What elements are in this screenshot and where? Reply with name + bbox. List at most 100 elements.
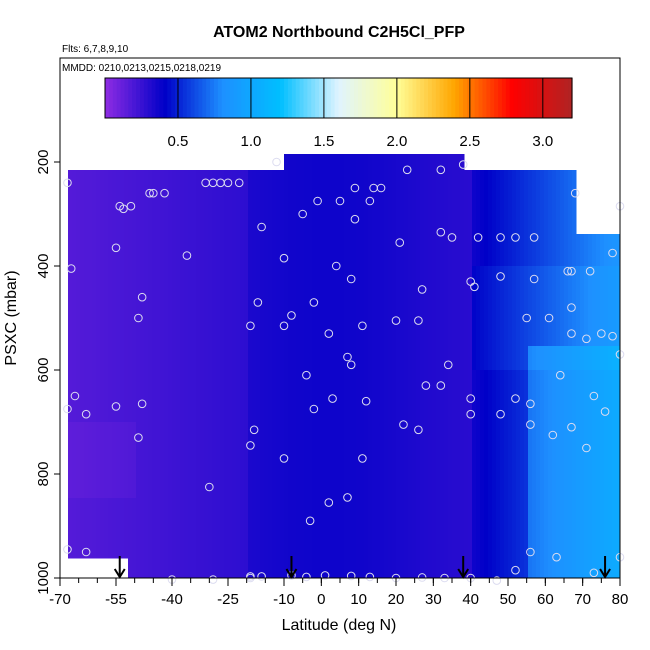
heat-cell bbox=[216, 490, 221, 495]
heat-cell bbox=[180, 370, 185, 375]
heat-cell bbox=[140, 222, 145, 227]
heat-cell bbox=[108, 194, 113, 199]
heat-cell bbox=[88, 366, 93, 371]
heat-cell bbox=[192, 170, 197, 175]
heat-cell bbox=[136, 542, 141, 547]
heat-cell bbox=[232, 354, 237, 359]
heat-cell bbox=[88, 406, 93, 411]
heat-cell bbox=[108, 326, 113, 331]
heat-cell bbox=[128, 518, 133, 523]
heat-cell bbox=[184, 254, 189, 259]
heat-cell bbox=[204, 258, 209, 263]
heat-cell bbox=[248, 514, 253, 519]
heat-cell bbox=[68, 234, 73, 239]
heat-cell bbox=[116, 334, 121, 339]
heat-cell bbox=[236, 234, 241, 239]
heat-cell bbox=[244, 518, 249, 523]
heat-cell bbox=[100, 270, 105, 275]
heat-cell bbox=[184, 514, 189, 519]
heat-cell bbox=[224, 510, 229, 515]
heat-cell bbox=[80, 286, 85, 291]
heat-cell bbox=[216, 366, 221, 371]
heat-cell bbox=[224, 262, 229, 267]
heat-cell bbox=[96, 438, 101, 443]
heat-cell bbox=[116, 414, 121, 419]
heat-cell bbox=[68, 530, 73, 535]
heat-cell bbox=[136, 234, 141, 239]
heat-cell bbox=[168, 354, 173, 359]
heat-cell bbox=[224, 242, 229, 247]
heat-cell bbox=[240, 522, 245, 527]
heat-cell bbox=[248, 506, 253, 511]
heat-cell bbox=[176, 170, 181, 175]
heat-cell bbox=[224, 254, 229, 259]
heat-cell bbox=[208, 378, 213, 383]
heat-cell bbox=[80, 246, 85, 251]
heat-cell bbox=[232, 446, 237, 451]
heat-cell bbox=[200, 442, 205, 447]
heat-cell bbox=[72, 318, 77, 323]
heat-cell bbox=[260, 482, 265, 487]
heat-cell bbox=[136, 242, 141, 247]
heat-cell bbox=[68, 414, 73, 419]
heat-cell bbox=[128, 538, 133, 543]
heat-cell bbox=[92, 286, 97, 291]
heat-cell bbox=[72, 542, 77, 547]
heat-cell bbox=[84, 470, 89, 475]
heat-cell bbox=[204, 206, 209, 211]
heat-cell bbox=[104, 222, 109, 227]
heat-cell bbox=[196, 274, 201, 279]
heat-cell bbox=[128, 298, 133, 303]
heat-cell bbox=[108, 366, 113, 371]
heat-cell bbox=[172, 418, 177, 423]
heat-cell bbox=[144, 202, 149, 207]
heat-cell bbox=[152, 306, 157, 311]
heat-cell bbox=[160, 198, 165, 203]
heat-cell bbox=[144, 410, 149, 415]
heat-cell bbox=[200, 450, 205, 455]
heat-cell bbox=[180, 466, 185, 471]
heat-cell bbox=[244, 190, 249, 195]
heat-cell bbox=[244, 406, 249, 411]
heat-cell bbox=[96, 274, 101, 279]
heat-cell bbox=[232, 406, 237, 411]
heat-cell bbox=[228, 306, 233, 311]
heat-cell bbox=[100, 266, 105, 271]
heat-cell bbox=[160, 418, 165, 423]
heat-cell bbox=[104, 294, 109, 299]
heat-cell bbox=[236, 502, 241, 507]
heat-cell bbox=[140, 414, 145, 419]
heat-cell bbox=[196, 310, 201, 315]
heat-cell bbox=[236, 218, 241, 223]
heat-cell bbox=[164, 230, 169, 235]
heat-cell bbox=[212, 210, 217, 215]
heat-cell bbox=[212, 302, 217, 307]
heat-cell bbox=[216, 178, 221, 183]
heat-cell bbox=[100, 402, 105, 407]
heat-cell bbox=[100, 278, 105, 283]
heat-cell bbox=[96, 346, 101, 351]
heat-cell bbox=[164, 338, 169, 343]
heat-cell bbox=[68, 330, 73, 335]
heat-cell bbox=[108, 486, 113, 491]
heat-cell bbox=[252, 462, 257, 467]
heat-cell bbox=[96, 510, 101, 515]
heat-cell bbox=[108, 378, 113, 383]
heat-cell bbox=[176, 406, 181, 411]
heat-cell bbox=[224, 186, 229, 191]
heat-cell bbox=[180, 226, 185, 231]
heat-cell bbox=[164, 258, 169, 263]
heat-cell bbox=[240, 222, 245, 227]
heat-cell bbox=[216, 554, 221, 559]
heat-cell bbox=[152, 318, 157, 323]
heat-cell bbox=[160, 422, 165, 427]
heat-cell bbox=[196, 494, 201, 499]
heat-cell bbox=[252, 274, 257, 279]
heat-cell bbox=[128, 314, 133, 319]
heat-cell bbox=[228, 222, 233, 227]
heat-cell bbox=[148, 290, 153, 295]
heat-cell bbox=[256, 266, 261, 271]
heat-cell bbox=[128, 246, 133, 251]
heat-cell bbox=[96, 414, 101, 419]
heat-cell bbox=[172, 410, 177, 415]
